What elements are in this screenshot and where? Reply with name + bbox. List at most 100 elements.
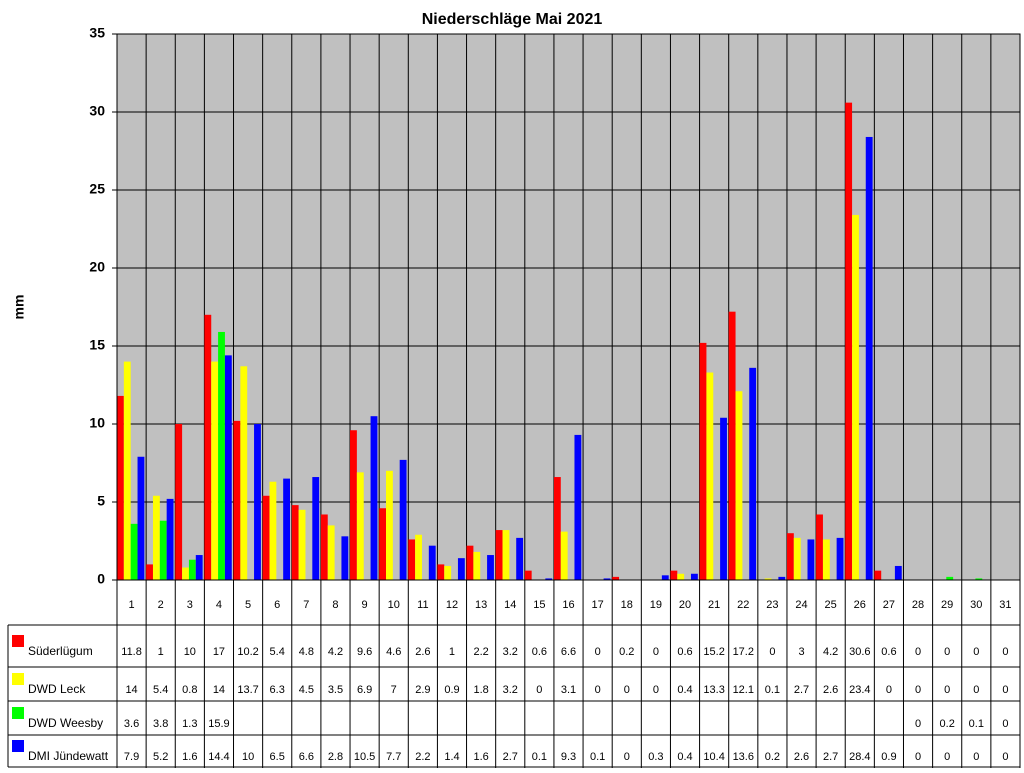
table-value: 0 bbox=[595, 684, 601, 696]
x-tick-label: 20 bbox=[679, 599, 691, 611]
bar bbox=[670, 570, 678, 580]
bar bbox=[690, 573, 698, 580]
y-axis-label: mm bbox=[11, 295, 27, 320]
bar bbox=[218, 331, 225, 580]
table-value: 0.6 bbox=[532, 646, 547, 658]
bar bbox=[224, 355, 232, 580]
table-value: 10 bbox=[242, 751, 254, 763]
table-value: 1 bbox=[158, 646, 164, 658]
table-value: 0 bbox=[595, 646, 601, 658]
x-tick-label: 1 bbox=[129, 599, 135, 611]
bar bbox=[320, 514, 328, 580]
table-value: 10 bbox=[184, 646, 196, 658]
bar bbox=[379, 508, 387, 580]
bar bbox=[786, 533, 794, 580]
table-value: 3.2 bbox=[503, 684, 518, 696]
table-value: 0 bbox=[1002, 751, 1008, 763]
table-value: 1.6 bbox=[473, 751, 488, 763]
x-tick-label: 7 bbox=[303, 599, 309, 611]
table-value: 0 bbox=[973, 751, 979, 763]
table-value: 14.4 bbox=[208, 751, 229, 763]
table-value: 0.2 bbox=[619, 646, 634, 658]
table-value: 0 bbox=[1002, 646, 1008, 658]
bar bbox=[516, 537, 524, 580]
bar bbox=[117, 395, 124, 580]
bar bbox=[152, 495, 160, 580]
bar bbox=[166, 498, 174, 580]
bar bbox=[182, 567, 189, 580]
bar bbox=[836, 537, 844, 580]
bar bbox=[269, 481, 277, 580]
x-tick-label: 15 bbox=[533, 599, 545, 611]
table-value: 1.8 bbox=[473, 684, 488, 696]
bar bbox=[816, 514, 823, 580]
table-value: 2.8 bbox=[328, 751, 343, 763]
table-value: 3.6 bbox=[124, 718, 139, 730]
bar bbox=[865, 136, 873, 580]
chart-title: Niederschläge Mai 2021 bbox=[422, 11, 603, 28]
table-value: 4.8 bbox=[299, 646, 314, 658]
table-value: 0 bbox=[1002, 718, 1008, 730]
table-value: 28.4 bbox=[849, 751, 870, 763]
bar bbox=[495, 530, 503, 580]
bar bbox=[408, 539, 416, 580]
x-tick-label: 16 bbox=[562, 599, 574, 611]
bar bbox=[699, 342, 707, 580]
bar bbox=[778, 576, 786, 580]
x-tick-label: 28 bbox=[912, 599, 924, 611]
y-tick-label: 5 bbox=[97, 493, 105, 509]
table-value: 0 bbox=[624, 684, 630, 696]
bar bbox=[356, 472, 364, 580]
table-value: 0 bbox=[624, 751, 630, 763]
bar bbox=[386, 470, 393, 580]
table-value: 2.6 bbox=[794, 751, 809, 763]
bar bbox=[291, 505, 299, 580]
table-value: 10.4 bbox=[703, 751, 724, 763]
x-tick-label: 27 bbox=[883, 599, 895, 611]
table-value: 3.5 bbox=[328, 684, 343, 696]
bar bbox=[262, 495, 270, 580]
table-value: 14 bbox=[125, 684, 137, 696]
table-value: 0 bbox=[944, 751, 950, 763]
legend-key bbox=[12, 635, 24, 647]
table-value: 6.6 bbox=[299, 751, 314, 763]
bar bbox=[502, 530, 510, 580]
bar bbox=[894, 565, 902, 580]
legend-label: DWD Leck bbox=[28, 682, 86, 696]
bar bbox=[874, 570, 882, 580]
table-value: 0 bbox=[886, 684, 892, 696]
bar bbox=[524, 570, 532, 580]
table-value: 12.1 bbox=[733, 684, 754, 696]
bar bbox=[130, 523, 138, 580]
table-value: 0.2 bbox=[940, 718, 955, 730]
x-tick-label: 17 bbox=[592, 599, 604, 611]
bar bbox=[233, 420, 241, 580]
table-value: 3.2 bbox=[503, 646, 518, 658]
bar bbox=[137, 456, 145, 580]
table-value: 15.9 bbox=[208, 718, 229, 730]
x-tick-label: 26 bbox=[854, 599, 866, 611]
table-value: 13.6 bbox=[733, 751, 754, 763]
bar bbox=[457, 558, 465, 580]
x-tick-label: 6 bbox=[274, 599, 280, 611]
table-value: 11.8 bbox=[121, 646, 142, 658]
table-value: 7.9 bbox=[124, 751, 139, 763]
table-value: 2.2 bbox=[415, 751, 430, 763]
table-value: 23.4 bbox=[849, 684, 870, 696]
bar bbox=[327, 525, 335, 580]
x-tick-label: 24 bbox=[795, 599, 807, 611]
table-value: 6.5 bbox=[270, 751, 285, 763]
bar bbox=[852, 214, 859, 580]
bar bbox=[211, 361, 219, 580]
table-value: 0.6 bbox=[677, 646, 692, 658]
table-value: 0.9 bbox=[444, 684, 459, 696]
table-value: 3 bbox=[798, 646, 804, 658]
table-value: 9.3 bbox=[561, 751, 576, 763]
plot-area bbox=[117, 34, 1020, 580]
table-value: 9.6 bbox=[357, 646, 372, 658]
table-value: 0.2 bbox=[765, 751, 780, 763]
table-value: 13.7 bbox=[237, 684, 258, 696]
table-value: 2.7 bbox=[794, 684, 809, 696]
bar bbox=[473, 551, 481, 580]
table-value: 0 bbox=[653, 646, 659, 658]
